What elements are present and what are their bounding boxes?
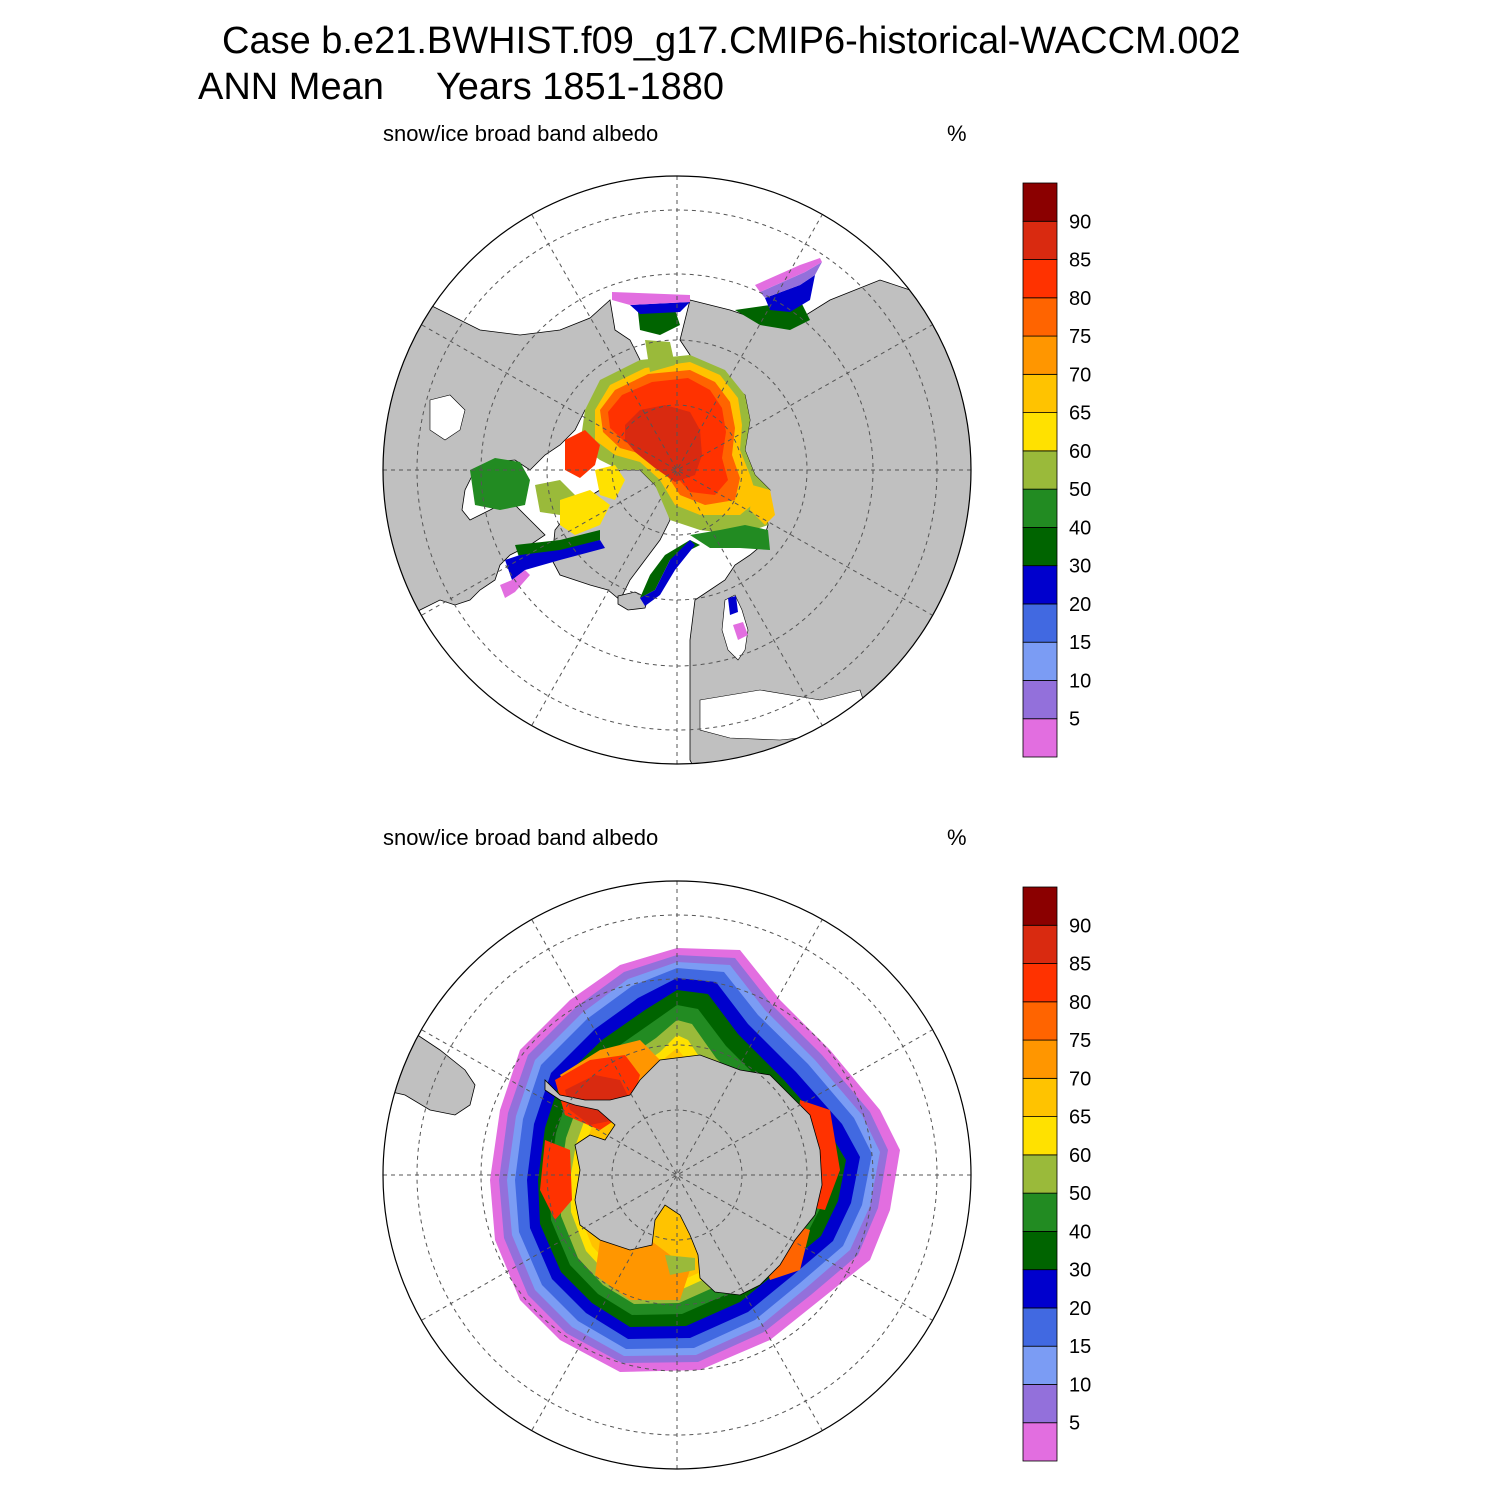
north-colorbar-swatch xyxy=(1022,220,1058,260)
south-colorbar-label: 30 xyxy=(1069,1260,1091,1282)
north-panel-title: snow/ice broad band albedo xyxy=(383,121,659,146)
north-colorbar-label: 60 xyxy=(1069,441,1091,463)
period-title: ANN Mean Years 1851-1880 xyxy=(198,66,725,108)
south-colorbar-swatch xyxy=(1022,886,1058,926)
south-colorbar-swatch xyxy=(1022,1269,1058,1309)
south-colorbar-label: 20 xyxy=(1069,1298,1091,1320)
north-colorbar-label: 15 xyxy=(1069,632,1091,654)
south-colorbar-label: 10 xyxy=(1069,1374,1091,1396)
south-colorbar-swatch xyxy=(1022,963,1058,1003)
north-colorbar-label: 85 xyxy=(1069,250,1091,272)
north-colorbar-swatch xyxy=(1022,680,1058,720)
north-sea-ice xyxy=(470,258,822,640)
south-colorbar-swatch xyxy=(1022,924,1058,964)
south-colorbar-swatch xyxy=(1022,1231,1058,1271)
south-colorbar-label: 65 xyxy=(1069,1107,1091,1129)
north-colorbar-swatch xyxy=(1022,527,1058,567)
south-colorbar-label: 50 xyxy=(1069,1183,1091,1205)
north-colorbar-swatch xyxy=(1022,182,1058,222)
south-panel-title: snow/ice broad band albedo xyxy=(383,825,659,850)
north-colorbar-label: 10 xyxy=(1069,670,1091,692)
mediterranean-sea xyxy=(699,689,871,741)
north-colorbar-swatch xyxy=(1022,373,1058,414)
north-colorbar: 5 10 15 20 30 40 50 60 65 70 75 80 85 90 xyxy=(1022,182,1091,758)
south-colorbar-label: 60 xyxy=(1069,1145,1091,1167)
north-colorbar-label: 20 xyxy=(1069,594,1091,616)
north-colorbar-swatch xyxy=(1022,641,1058,681)
south-colorbar-swatch xyxy=(1022,1192,1058,1232)
south-polar-map xyxy=(382,880,972,1470)
north-colorbar-label: 80 xyxy=(1069,288,1091,310)
hudson-bay xyxy=(429,394,466,441)
north-map-border xyxy=(382,175,972,765)
south-colorbar: 5 10 15 20 30 40 50 60 65 70 75 80 85 90 xyxy=(1022,886,1091,1462)
south-colorbar-swatch xyxy=(1022,1116,1058,1156)
south-map-border xyxy=(382,880,972,1470)
north-colorbar-swatch xyxy=(1022,297,1058,337)
case-title: Case b.e21.BWHIST.f09_g17.CMIP6-historic… xyxy=(222,20,1241,62)
south-colorbar-swatch xyxy=(1022,1001,1058,1041)
north-colorbar-label: 75 xyxy=(1069,326,1091,348)
south-colorbar-label: 15 xyxy=(1069,1336,1091,1358)
north-colorbar-label: 90 xyxy=(1069,211,1091,233)
south-colorbar-swatch xyxy=(1022,1154,1058,1194)
north-colorbar-label: 50 xyxy=(1069,479,1091,501)
south-colorbar-swatch xyxy=(1022,1039,1058,1079)
north-colorbar-swatch xyxy=(1022,603,1058,643)
north-colorbar-swatch xyxy=(1022,335,1058,375)
north-colorbar-label: 40 xyxy=(1069,517,1091,539)
north-colorbar-swatch xyxy=(1022,718,1058,758)
north-panel-units: % xyxy=(947,121,967,146)
north-colorbar-label: 65 xyxy=(1069,403,1091,425)
south-colorbar-label: 70 xyxy=(1069,1068,1091,1090)
south-colorbar-swatch xyxy=(1022,1422,1058,1462)
south-panel-units: % xyxy=(947,825,967,850)
south-colorbar-swatch xyxy=(1022,1307,1058,1347)
south-colorbar-swatch xyxy=(1022,1384,1058,1424)
south-colorbar-label: 85 xyxy=(1069,954,1091,976)
north-colorbar-swatch xyxy=(1022,259,1058,299)
north-colorbar-label: 5 xyxy=(1069,709,1080,731)
south-colorbar-label: 75 xyxy=(1069,1030,1091,1052)
south-colorbar-label: 80 xyxy=(1069,992,1091,1014)
south-colorbar-label: 40 xyxy=(1069,1221,1091,1243)
south-graticule xyxy=(383,881,971,1469)
south-colorbar-label: 5 xyxy=(1069,1413,1080,1435)
north-colorbar-swatch xyxy=(1022,412,1058,452)
north-colorbar-label: 30 xyxy=(1069,556,1091,578)
north-colorbar-label: 70 xyxy=(1069,364,1091,386)
south-colorbar-swatch xyxy=(1022,1345,1058,1385)
antarctica-land xyxy=(544,1054,823,1296)
south-colorbar-label: 90 xyxy=(1069,915,1091,937)
north-polar-map xyxy=(382,175,972,765)
north-colorbar-swatch xyxy=(1022,565,1058,605)
north-colorbar-swatch xyxy=(1022,450,1058,490)
south-colorbar-swatch xyxy=(1022,1077,1058,1118)
north-colorbar-swatch xyxy=(1022,488,1058,528)
iceland-land xyxy=(617,591,649,611)
north-graticule xyxy=(383,176,971,764)
